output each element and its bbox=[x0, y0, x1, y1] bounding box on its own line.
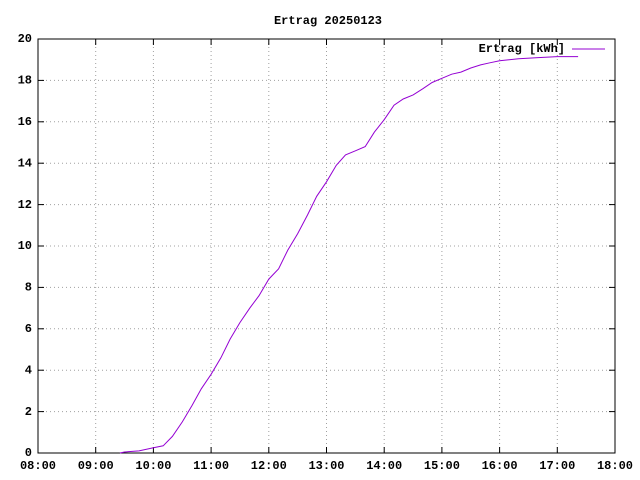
data-line bbox=[119, 56, 579, 454]
x-tick-label: 13:00 bbox=[308, 459, 344, 473]
y-tick-label: 14 bbox=[18, 156, 32, 170]
x-tick-label: 17:00 bbox=[539, 459, 575, 473]
y-tick-label: 0 bbox=[25, 446, 32, 460]
x-tick-label: 08:00 bbox=[20, 459, 56, 473]
x-tick-label: 10:00 bbox=[135, 459, 171, 473]
y-tick-label: 8 bbox=[25, 281, 32, 295]
legend-label: Ertrag [kWh] bbox=[479, 42, 565, 56]
y-tick-label: 16 bbox=[18, 115, 32, 129]
y-tick-label: 20 bbox=[18, 32, 32, 46]
x-tick-label: 14:00 bbox=[366, 459, 402, 473]
chart-title: Ertrag 20250123 bbox=[274, 14, 382, 28]
x-tick-label: 11:00 bbox=[193, 459, 229, 473]
y-tick-label: 4 bbox=[25, 363, 32, 377]
y-tick-label: 2 bbox=[25, 405, 32, 419]
y-tick-label: 18 bbox=[18, 74, 32, 88]
x-tick-label: 15:00 bbox=[424, 459, 460, 473]
x-tick-label: 18:00 bbox=[597, 459, 633, 473]
x-tick-label: 16:00 bbox=[482, 459, 518, 473]
x-tick-label: 09:00 bbox=[78, 459, 114, 473]
y-tick-label: 6 bbox=[25, 322, 32, 336]
x-tick-label: 12:00 bbox=[251, 459, 287, 473]
y-tick-label: 10 bbox=[18, 239, 32, 253]
y-tick-label: 12 bbox=[18, 198, 32, 212]
plot-border bbox=[37, 38, 616, 454]
